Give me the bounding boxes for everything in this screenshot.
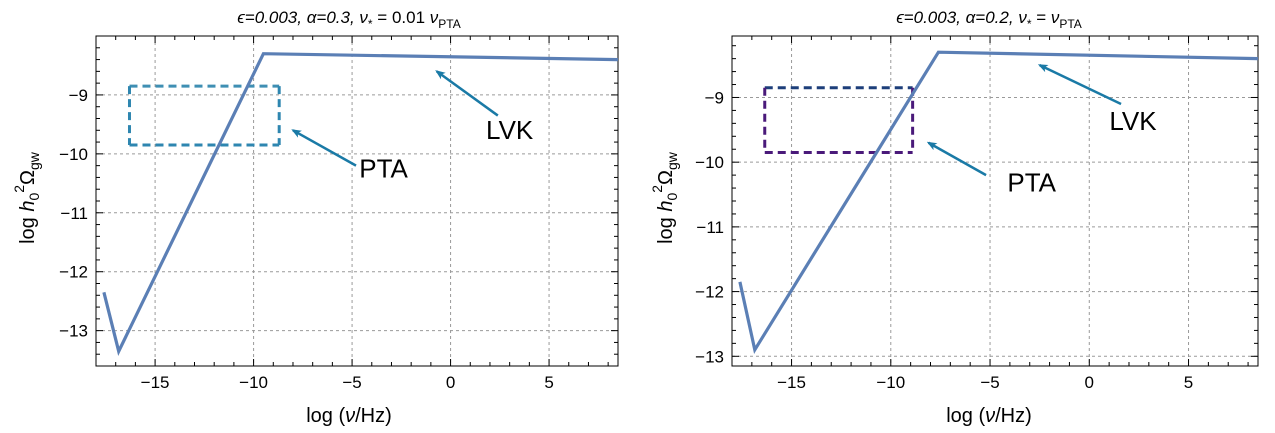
y-tick-label: −12 — [695, 283, 724, 302]
annotation-label: PTA — [359, 153, 408, 183]
annotation-arrow — [435, 70, 499, 117]
left-panel: ϵ=0.003, α=0.3, ν* = 0.01 νPTA log (ν/Hz… — [11, 8, 619, 427]
annotation-arrow — [926, 141, 987, 177]
y-tick-label: −10 — [59, 145, 88, 164]
y-tick-label: −10 — [695, 153, 724, 172]
x-tick-label: 0 — [446, 373, 455, 392]
y-tick-label: −13 — [695, 347, 724, 366]
plot-frame — [731, 35, 1259, 367]
y-tick-label: −9 — [705, 88, 724, 107]
pta-box — [763, 86, 915, 154]
right-panel: ϵ=0.003, α=0.2, ν* = νPTA log (ν/Hz) log… — [649, 8, 1259, 427]
pta-box — [127, 84, 281, 147]
x-tick-label: 5 — [1184, 373, 1193, 392]
annotation-label: LVK — [486, 115, 534, 145]
y-axis-label: log h02Ωgw — [11, 151, 42, 244]
y-axis-label: log h02Ωgw — [649, 151, 680, 244]
grid — [732, 36, 1258, 366]
y-tick-label: −12 — [59, 263, 88, 282]
annotation-arrow — [1037, 63, 1122, 106]
grid — [96, 36, 618, 366]
series-line — [738, 50, 1259, 355]
series-line — [102, 52, 619, 356]
x-tick-label: −5 — [342, 373, 361, 392]
x-tick-label: 0 — [1085, 373, 1094, 392]
y-tick-label: −11 — [696, 218, 724, 237]
x-tick-label: 5 — [544, 373, 553, 392]
y-tick-label: −9 — [69, 86, 88, 105]
x-tick-label: −15 — [777, 373, 806, 392]
x-tick-label: −10 — [239, 373, 268, 392]
x-axis-label: log (ν/Hz) — [306, 405, 392, 427]
annotation-label: PTA — [1007, 167, 1056, 197]
panel-title: ϵ=0.003, α=0.3, ν* = 0.01 νPTA — [237, 8, 460, 31]
x-tick-label: −10 — [876, 373, 905, 392]
annotation-arrow — [291, 129, 357, 167]
annotation-label: LVK — [1109, 106, 1157, 136]
x-axis-label: log (ν/Hz) — [946, 405, 1032, 427]
x-tick-label: −15 — [141, 373, 170, 392]
panel-title: ϵ=0.003, α=0.2, ν* = νPTA — [896, 8, 1082, 31]
y-tick-label: −13 — [59, 322, 88, 341]
x-tick-label: −5 — [980, 373, 999, 392]
y-tick-label: −11 — [60, 204, 88, 223]
